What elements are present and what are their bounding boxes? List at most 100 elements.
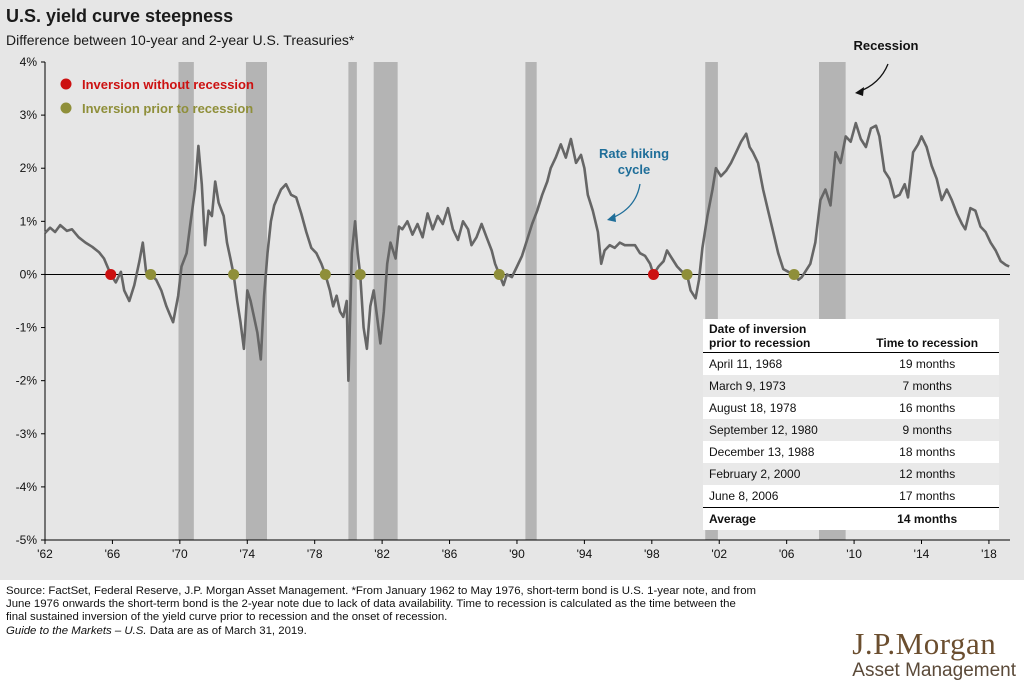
y-tick-label: -2% <box>16 374 38 388</box>
y-tick-label: 3% <box>20 108 38 122</box>
inversion-date-cell: February 2, 2000 <box>703 463 856 485</box>
inversion-date-cell: June 8, 2006 <box>709 489 779 503</box>
inversion-table: Date of inversion prior to recession Tim… <box>703 319 999 530</box>
recession-band <box>348 62 357 540</box>
time-to-recession-cell: 9 months <box>855 419 999 441</box>
x-tick-label: '02 <box>711 547 727 561</box>
y-tick-label: -1% <box>16 321 38 335</box>
inversion-dots <box>105 268 800 280</box>
footnote-line3: final sustained inversion of the yield c… <box>6 611 448 624</box>
recession-band <box>178 62 194 540</box>
rate-hiking-arrow-curve <box>611 183 641 219</box>
time-to-recession-cell: 16 months <box>899 401 956 415</box>
recession-arrow-head <box>855 87 864 96</box>
x-tick-label: '86 <box>442 547 458 561</box>
rate-hiking-arrow-head <box>607 213 616 222</box>
y-tick-label: 1% <box>20 214 38 228</box>
inversion-prior-to-recession-dot <box>228 268 240 280</box>
col1-header-line2: prior to recession <box>709 336 811 350</box>
x-tick-label: '74 <box>239 547 255 561</box>
inversion-table-row: September 12, 1980 9 months <box>703 419 999 441</box>
y-tick-label: -4% <box>16 480 38 494</box>
x-tick-label: '94 <box>577 547 593 561</box>
inversion-without-recession-dot <box>105 268 117 280</box>
inversion-prior-to-recession-dot <box>788 268 800 280</box>
spread-series-line <box>44 121 1010 382</box>
inversion-table-row: December 13, 1988 18 months <box>703 441 999 463</box>
logo-subtitle: Asset Management <box>852 660 1016 681</box>
footnote-guide-title: Guide to the Markets – U.S. <box>6 624 147 637</box>
inversion-table-average-row: Average 14 months <box>703 507 999 531</box>
x-tick-label: '10 <box>846 547 862 561</box>
inversion-date-cell: December 13, 1988 <box>709 445 815 459</box>
inversion-table-col1-header: Date of inversion prior to recession <box>703 319 855 353</box>
rate-hiking-label-line2: cycle <box>618 162 651 177</box>
x-tick-label: '06 <box>779 547 795 561</box>
inversion-table-col2-header: Time to recession <box>876 336 979 350</box>
inversion-table-row: April 11, 1968 19 months <box>703 353 999 376</box>
x-axis: '62 '66 '70 '74 '78 '82 '86 '90 '94 '98 '02 '06 '10 '… <box>37 539 1010 561</box>
footnote-data-date: Data are as of March 31, 2019. <box>146 624 307 637</box>
inversion-prior-to-recession-dot <box>354 268 366 280</box>
inversion-table-row: March 9, 1973 7 months <box>703 375 999 397</box>
inversion-prior-to-recession-dot <box>319 268 331 280</box>
x-tick-label: '82 <box>374 547 390 561</box>
rate-hiking-label-line1: Rate hiking <box>599 146 669 161</box>
y-tick-label: -5% <box>16 533 38 547</box>
inversion-date-cell: March 9, 1973 <box>703 375 856 397</box>
time-to-recession-cell: 7 months <box>855 375 999 397</box>
inversion-date-cell: April 11, 1968 <box>709 357 783 371</box>
col1-header-line1: Date of inversion <box>709 322 807 336</box>
inversion-table-row: August 18, 1978 16 months <box>703 397 999 419</box>
recession-band <box>525 62 537 540</box>
inversion-prior-to-recession-dot <box>681 268 693 280</box>
average-label: Average <box>709 512 756 526</box>
legend-red-label: Inversion without recession <box>82 77 254 92</box>
time-to-recession-cell: 17 months <box>899 489 956 503</box>
y-tick-label: 4% <box>20 55 38 69</box>
time-to-recession-cell: 18 months <box>899 445 956 459</box>
chart-subtitle: Difference between 10-year and 2-year U.… <box>6 32 355 48</box>
recession-band <box>245 62 267 540</box>
inversion-table-row: February 2, 2000 12 months <box>703 463 999 485</box>
inversion-prior-to-recession-dot <box>145 268 157 280</box>
recession-annotation-label: Recession <box>853 38 918 53</box>
legend-red-dot <box>60 78 72 90</box>
time-to-recession-cell: 19 months <box>899 357 956 371</box>
x-tick-label: '90 <box>509 547 525 561</box>
inversion-date-cell: September 12, 1980 <box>703 419 856 441</box>
y-tick-label: -3% <box>16 427 38 441</box>
inversion-table-body: April 11, 1968 19 months March 9, 1973 7 mo… <box>703 353 999 508</box>
jpmorgan-logo: J.P.Morgan Asset Management <box>852 628 1016 682</box>
y-tick-label: 2% <box>20 161 38 175</box>
x-tick-label: '18 <box>981 547 997 561</box>
inversion-prior-to-recession-dot <box>493 268 505 280</box>
inversion-table-header: Date of inversion prior to recession Tim… <box>703 319 999 353</box>
yield-spread-line <box>44 121 1010 382</box>
x-tick-label: '62 <box>37 547 53 561</box>
x-tick-label: '78 <box>307 547 323 561</box>
chart-title: U.S. yield curve steepness <box>6 6 234 26</box>
average-value: 14 months <box>897 512 958 526</box>
y-tick-label: 0% <box>20 267 38 281</box>
x-tick-label: '98 <box>644 547 660 561</box>
time-to-recession-cell: 12 months <box>855 463 999 485</box>
recession-annotation: Recession <box>853 38 919 96</box>
rate-hiking-annotation: Rate hiking cycle <box>599 146 669 222</box>
logo-wordmark: J.P.Morgan <box>852 626 997 661</box>
x-tick-label: '66 <box>105 547 121 561</box>
x-tick-label: '14 <box>914 547 930 561</box>
footnote-line2: June 1976 onwards the short-term bond is… <box>6 598 736 611</box>
footnote-line1: Source: FactSet, Federal Reserve, J.P. M… <box>6 585 757 597</box>
recession-arrow-curve <box>857 63 889 93</box>
footnote: Source: FactSet, Federal Reserve, J.P. M… <box>6 585 856 638</box>
inversion-date-cell: August 18, 1978 <box>709 401 797 415</box>
y-axis: 4% 3% 2% 1% 0% -1% -2% -3% -4% -5% <box>16 55 46 547</box>
inversion-table-row: June 8, 2006 17 months <box>703 485 999 508</box>
legend: Inversion without recession Inversion pr… <box>60 77 254 116</box>
inversion-without-recession-dot <box>647 268 659 280</box>
footnote-line4: Guide to the Markets – U.S. Data are as … <box>6 625 856 638</box>
x-tick-label: '70 <box>172 547 188 561</box>
legend-olive-label: Inversion prior to recession <box>82 101 253 116</box>
legend-olive-dot <box>60 102 72 114</box>
